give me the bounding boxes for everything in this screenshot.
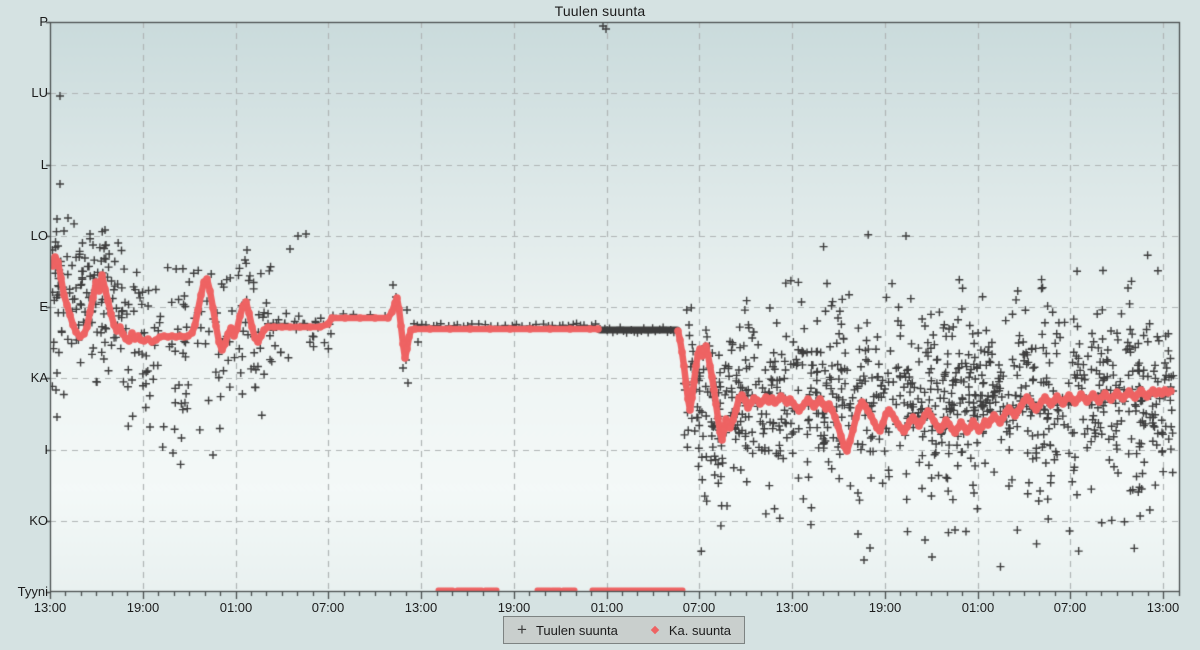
- x-axis-label-10: 01:00: [961, 600, 995, 615]
- x-axis-label-12: 13:00: [1146, 600, 1180, 615]
- x-axis-label-5: 19:00: [497, 600, 531, 615]
- y-axis-label-e: E: [39, 299, 48, 314]
- legend-series1-label: Tuulen suunta: [535, 622, 618, 638]
- x-axis-label-2: 01:00: [219, 600, 253, 615]
- diamond-marker-icon: [650, 625, 660, 635]
- y-axis-label-ka: KA: [30, 370, 48, 385]
- x-axis-label-3: 07:00: [311, 600, 345, 615]
- x-axis-label-4: 13:00: [404, 600, 438, 615]
- x-axis-label-1: 19:00: [126, 600, 160, 615]
- chart-title: Tuulen suunta: [554, 3, 646, 19]
- legend-series2-label: Ka. suunta: [668, 622, 732, 638]
- y-axis-label-i: I: [44, 442, 48, 457]
- y-axis-label-p: P: [39, 14, 48, 29]
- x-axis-label-0: 13:00: [33, 600, 67, 615]
- x-axis-label-11: 07:00: [1053, 600, 1087, 615]
- y-axis-label-ko: KO: [29, 513, 48, 528]
- y-axis-label-lu: LU: [31, 85, 48, 100]
- chart-legend: + Tuulen suunta Ka. suunta: [503, 616, 746, 644]
- y-axis-label-tyyni: Tyyni: [17, 584, 48, 599]
- x-axis-label-7: 07:00: [682, 600, 716, 615]
- x-axis-label-9: 19:00: [868, 600, 902, 615]
- x-axis-label-6: 01:00: [590, 600, 624, 615]
- plus-marker-icon: +: [517, 620, 527, 639]
- x-axis-label-8: 13:00: [775, 600, 809, 615]
- y-axis-label-l: L: [40, 157, 48, 172]
- y-axis-label-lo: LO: [30, 228, 48, 243]
